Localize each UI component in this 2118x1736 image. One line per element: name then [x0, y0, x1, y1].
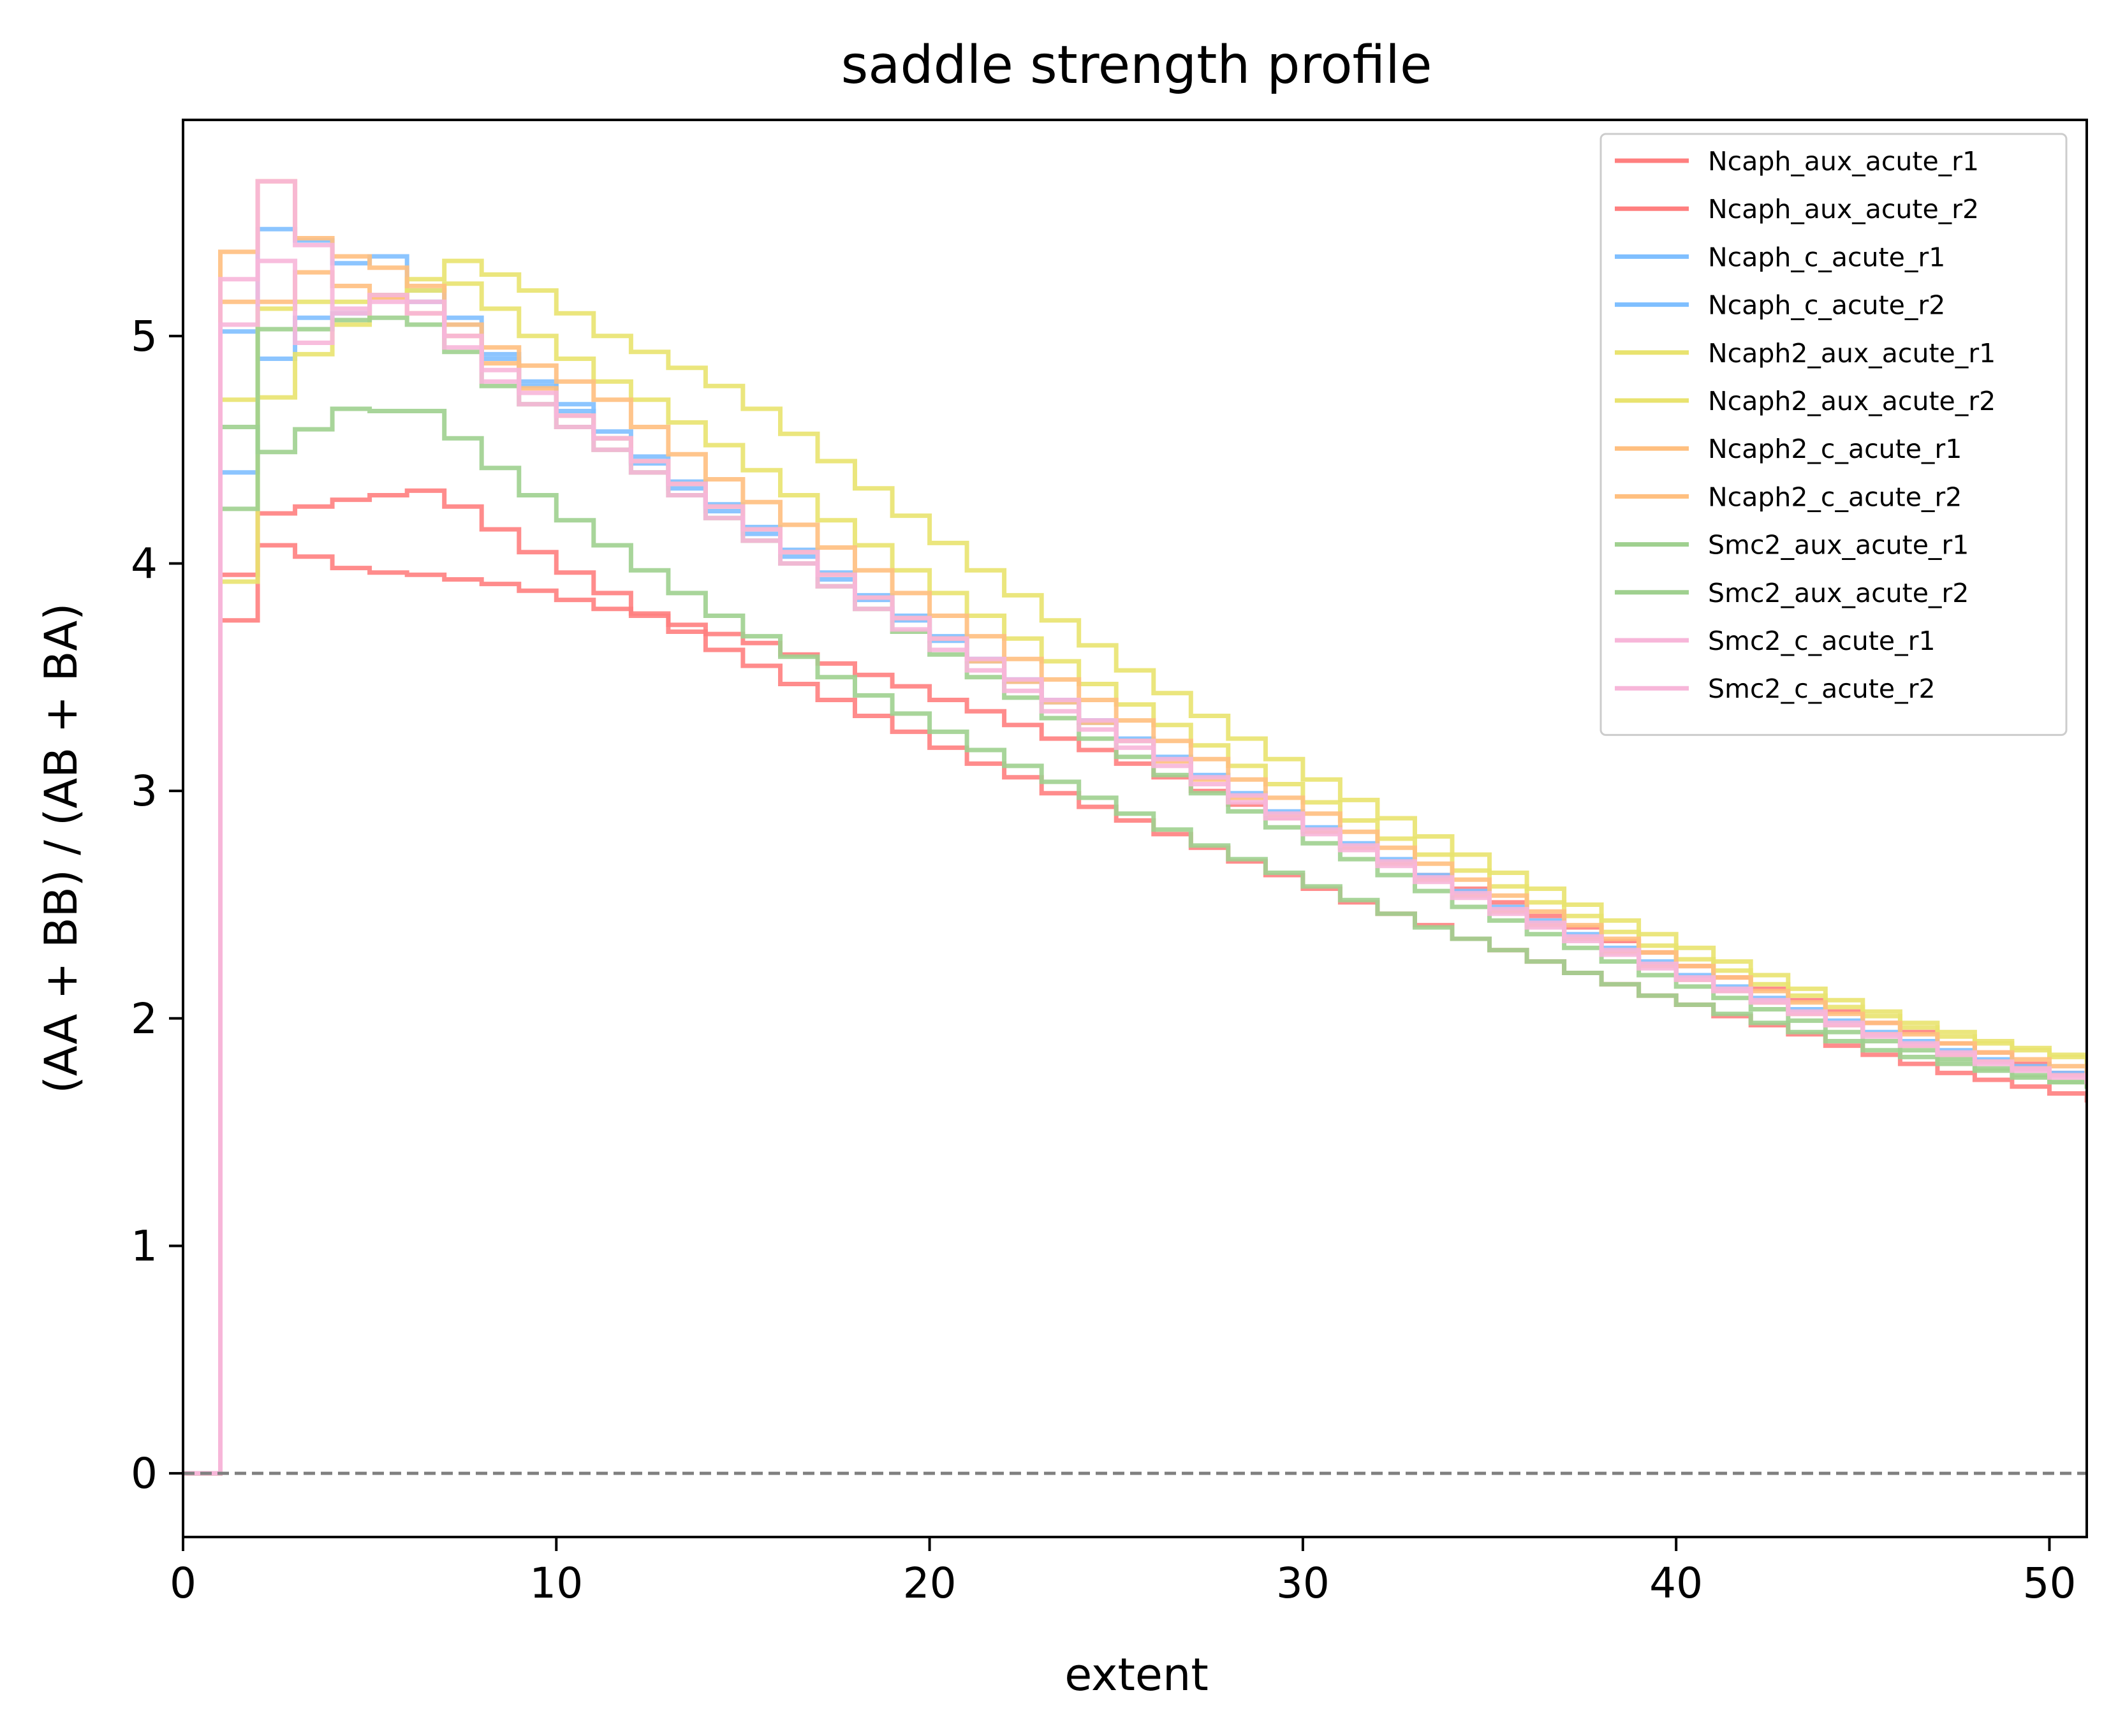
legend-box — [1600, 133, 2068, 736]
legend-label: Smc2_aux_acute_r1 — [1708, 530, 1969, 561]
plot-frame — [182, 119, 2088, 1538]
legend-label: Ncaph2_c_acute_r2 — [1708, 482, 1962, 512]
x-tick-label: 40 — [1649, 1559, 1703, 1608]
x-tick-label: 30 — [1276, 1559, 1330, 1608]
y-tick-label: 0 — [131, 1449, 158, 1498]
legend: Ncaph_aux_acute_r1 Ncaph_aux_acute_r2 Ncap… — [1600, 133, 2068, 736]
legend-label: Smc2_c_acute_r2 — [1708, 673, 1936, 704]
series-line-Smc2_c_acute_r2 — [183, 258, 2087, 1476]
x-axis-label: extent — [1064, 1649, 1209, 1701]
plot-area — [183, 179, 2087, 1476]
legend-label: Ncaph2_c_acute_r1 — [1708, 434, 1962, 464]
y-tick-label: 5 — [131, 312, 158, 361]
y-tick-label: 2 — [131, 994, 158, 1043]
legend-label: Smc2_c_acute_r1 — [1708, 626, 1936, 656]
y-tick-label: 3 — [131, 767, 158, 816]
legend-label: Ncaph2_aux_acute_r1 — [1708, 338, 1996, 369]
x-tick-label: 50 — [2022, 1559, 2076, 1608]
chart-title: saddle strength profile — [841, 35, 1432, 96]
legend-label: Ncaph_c_acute_r2 — [1708, 290, 1945, 321]
legend-label: Smc2_aux_acute_r2 — [1708, 578, 1969, 608]
x-tick-label: 10 — [529, 1559, 583, 1608]
y-tick-label: 1 — [131, 1221, 158, 1270]
legend-label: Ncaph_aux_acute_r2 — [1708, 194, 1979, 224]
y-tick-label: 4 — [131, 539, 158, 588]
series-line-Smc2_aux_acute_r2 — [183, 406, 2087, 1476]
axes: 0 10 20 30 40 50 0 1 2 3 4 5 — [131, 119, 2088, 1608]
x-tick-label: 20 — [903, 1559, 957, 1608]
series-group — [183, 179, 2087, 1476]
legend-label: Ncaph_aux_acute_r1 — [1708, 146, 1979, 177]
y-axis-label: (AA + BB) / (AB + BA) — [35, 603, 87, 1093]
x-tick-label: 0 — [170, 1559, 196, 1608]
legend-label: Ncaph2_aux_acute_r2 — [1708, 386, 1996, 416]
legend-label: Ncaph_c_acute_r1 — [1708, 242, 1945, 272]
